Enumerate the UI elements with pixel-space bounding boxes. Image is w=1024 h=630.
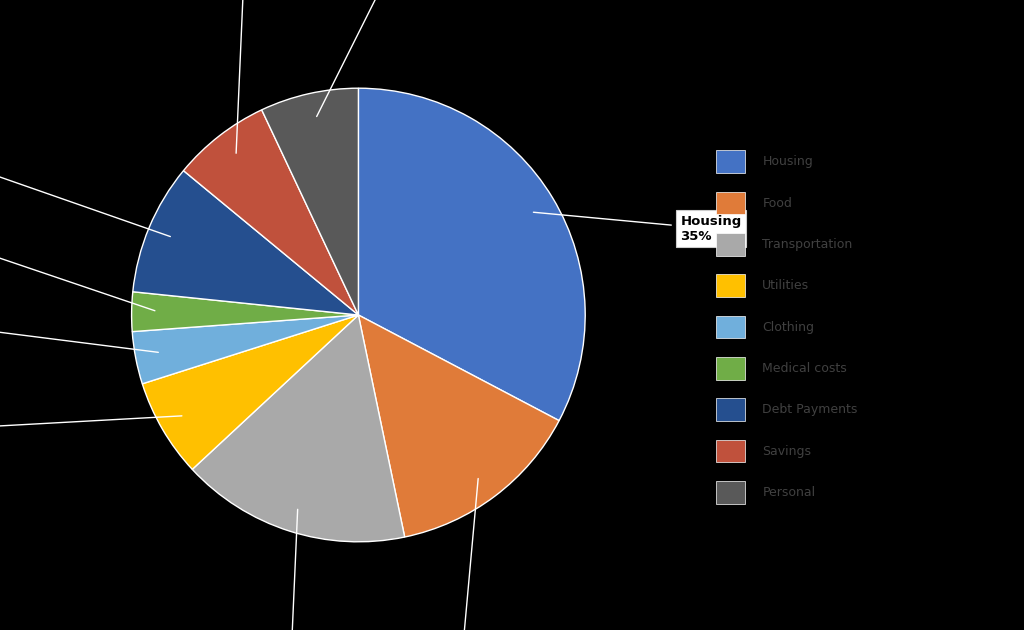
FancyBboxPatch shape — [717, 275, 745, 297]
Text: Medical costs
3%: Medical costs 3% — [0, 222, 155, 311]
Text: Savings
5-10%: Savings 5-10% — [216, 0, 274, 153]
Text: Food: Food — [762, 197, 793, 210]
Wedge shape — [132, 292, 358, 331]
Text: Food
10-20%: Food 10-20% — [433, 479, 488, 630]
Text: Savings: Savings — [762, 445, 811, 457]
Wedge shape — [193, 315, 404, 542]
Text: Housing: Housing — [762, 155, 813, 168]
Text: Clothing: Clothing — [762, 321, 814, 334]
Text: Transportation
15-20%: Transportation 15-20% — [236, 509, 346, 630]
Wedge shape — [262, 88, 358, 315]
FancyBboxPatch shape — [717, 192, 745, 214]
Wedge shape — [133, 171, 358, 315]
Wedge shape — [358, 315, 559, 537]
FancyBboxPatch shape — [717, 440, 745, 462]
Text: Personal: Personal — [762, 486, 815, 499]
Text: Medical costs: Medical costs — [762, 362, 847, 375]
Text: Transportation: Transportation — [762, 238, 853, 251]
FancyBboxPatch shape — [717, 398, 745, 421]
Text: Debt Payments: Debt Payments — [762, 403, 858, 416]
Text: Utilities
5-10%: Utilities 5-10% — [0, 415, 182, 442]
FancyBboxPatch shape — [717, 481, 745, 504]
FancyBboxPatch shape — [717, 233, 745, 256]
Wedge shape — [183, 110, 358, 315]
FancyBboxPatch shape — [717, 357, 745, 380]
Wedge shape — [132, 315, 358, 384]
Text: Personal
5-10%: Personal 5-10% — [316, 0, 441, 117]
Text: Utilities: Utilities — [762, 279, 809, 292]
Text: Clothing
3-5%: Clothing 3-5% — [0, 312, 159, 352]
FancyBboxPatch shape — [717, 151, 745, 173]
Wedge shape — [142, 315, 358, 469]
FancyBboxPatch shape — [717, 316, 745, 338]
Wedge shape — [358, 88, 585, 421]
Text: Debt Payments
5-15%: Debt Payments 5-15% — [0, 138, 170, 237]
Text: Housing
35%: Housing 35% — [534, 212, 741, 243]
